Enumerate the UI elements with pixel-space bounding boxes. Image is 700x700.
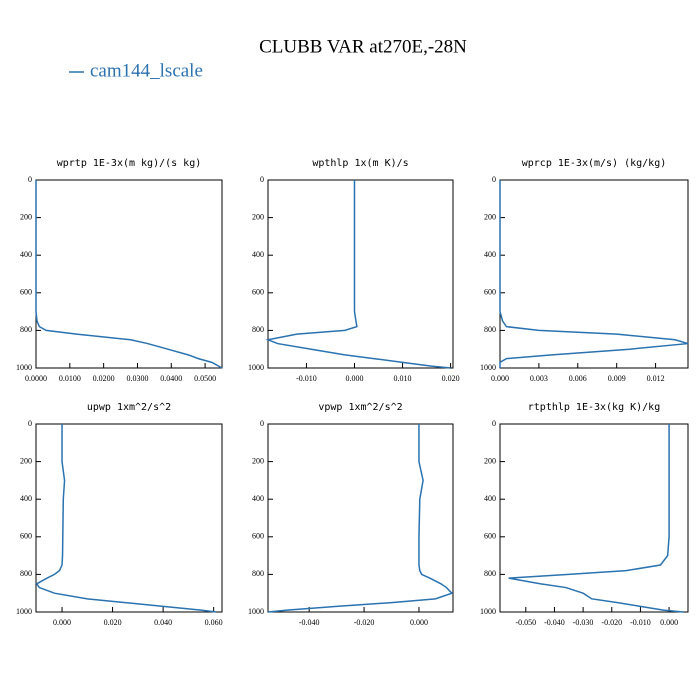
plot-frame <box>267 179 454 369</box>
profile-line <box>265 180 451 369</box>
profile-line <box>35 180 223 369</box>
y-tick-label: 1000 <box>480 607 496 616</box>
x-tick-label: 0.020 <box>104 618 122 627</box>
y-tick-label: 800 <box>20 325 32 334</box>
profile-line <box>35 424 217 613</box>
profile-line <box>499 180 689 368</box>
x-tick-label: -0.030 <box>573 618 594 627</box>
y-tick-label: 1000 <box>248 607 264 616</box>
y-tick-label: 600 <box>252 288 264 297</box>
y-tick-label: 400 <box>484 250 496 259</box>
panel-title: wprtp 1E-3x(m kg)/(s kg) <box>57 158 202 169</box>
x-tick-label: -0.040 <box>544 618 565 627</box>
x-tick-label: -0.010 <box>296 374 317 383</box>
profile-line <box>267 424 454 613</box>
x-tick-label: 0.0300 <box>126 374 148 383</box>
plot-frame <box>35 423 223 613</box>
x-tick-label: -0.010 <box>630 618 651 627</box>
y-tick-label: 600 <box>20 288 32 297</box>
x-tick-label: 0.0200 <box>93 374 115 383</box>
x-tick-label: -0.020 <box>601 618 622 627</box>
y-tick-label: 400 <box>20 494 32 503</box>
x-tick-label: 0.006 <box>569 374 587 383</box>
y-tick-label: 1000 <box>248 363 264 372</box>
x-tick-label: 0.003 <box>530 374 548 383</box>
panel-title: rtpthlp 1E-3x(kg K)/kg <box>528 402 660 413</box>
y-tick-label: 0 <box>28 419 32 428</box>
y-tick-label: 200 <box>252 212 264 221</box>
y-tick-label: 200 <box>20 456 32 465</box>
y-tick-label: 400 <box>252 494 264 503</box>
y-tick-label: 0 <box>28 175 32 184</box>
x-tick-label: 0.020 <box>442 374 460 383</box>
y-tick-label: 800 <box>252 569 264 578</box>
x-tick-label: 0.010 <box>394 374 412 383</box>
x-tick-label: 0.009 <box>608 374 626 383</box>
x-tick-label: 0.000 <box>491 374 509 383</box>
x-tick-label: 0.060 <box>205 618 223 627</box>
y-tick-label: 600 <box>484 532 496 541</box>
y-tick-label: 0 <box>260 419 264 428</box>
y-tick-label: 800 <box>252 325 264 334</box>
y-tick-label: 0 <box>492 419 496 428</box>
plot-frame <box>499 423 689 613</box>
y-tick-label: 1000 <box>16 607 32 616</box>
panel-title: vpwp 1xm^2/s^2 <box>318 402 402 413</box>
x-tick-label: 0.000 <box>345 374 363 383</box>
profile-line <box>508 424 684 613</box>
plot-frame <box>499 179 689 369</box>
y-tick-label: 0 <box>492 175 496 184</box>
x-tick-label: 0.012 <box>647 374 665 383</box>
x-tick-label: 0.0000 <box>25 374 47 383</box>
panel-title: wprcp 1E-3x(m/s) (kg/kg) <box>522 158 667 169</box>
y-tick-label: 800 <box>484 569 496 578</box>
y-tick-label: 200 <box>20 212 32 221</box>
y-tick-label: 200 <box>484 212 496 221</box>
legend-label: cam144_lscale <box>90 60 203 81</box>
y-tick-label: 1000 <box>16 363 32 372</box>
plot-frame <box>267 423 454 613</box>
y-tick-label: 200 <box>252 456 264 465</box>
x-tick-label: 0.0400 <box>160 374 182 383</box>
x-tick-label: 0.0100 <box>59 374 81 383</box>
y-tick-label: 1000 <box>480 363 496 372</box>
x-tick-label: -0.040 <box>299 618 320 627</box>
y-tick-label: 600 <box>484 288 496 297</box>
x-tick-label: 0.000 <box>660 618 678 627</box>
y-tick-label: 600 <box>252 532 264 541</box>
x-tick-label: 0.0500 <box>194 374 216 383</box>
y-tick-label: 600 <box>20 532 32 541</box>
x-tick-label: 0.040 <box>154 618 172 627</box>
panel-title: wpthlp 1x(m K)/s <box>312 158 408 169</box>
figure-title: CLUBB VAR at270E,-28N <box>259 36 467 57</box>
y-tick-label: 400 <box>252 250 264 259</box>
y-tick-label: 0 <box>260 175 264 184</box>
x-tick-label: -0.020 <box>354 618 375 627</box>
x-tick-label: -0.050 <box>515 618 536 627</box>
y-tick-label: 400 <box>484 494 496 503</box>
y-tick-label: 400 <box>20 250 32 259</box>
x-tick-label: 0.000 <box>410 618 428 627</box>
panel-title: upwp 1xm^2/s^2 <box>87 402 171 413</box>
x-tick-label: 0.000 <box>53 618 71 627</box>
y-tick-label: 800 <box>484 325 496 334</box>
y-tick-label: 800 <box>20 569 32 578</box>
y-tick-label: 200 <box>484 456 496 465</box>
